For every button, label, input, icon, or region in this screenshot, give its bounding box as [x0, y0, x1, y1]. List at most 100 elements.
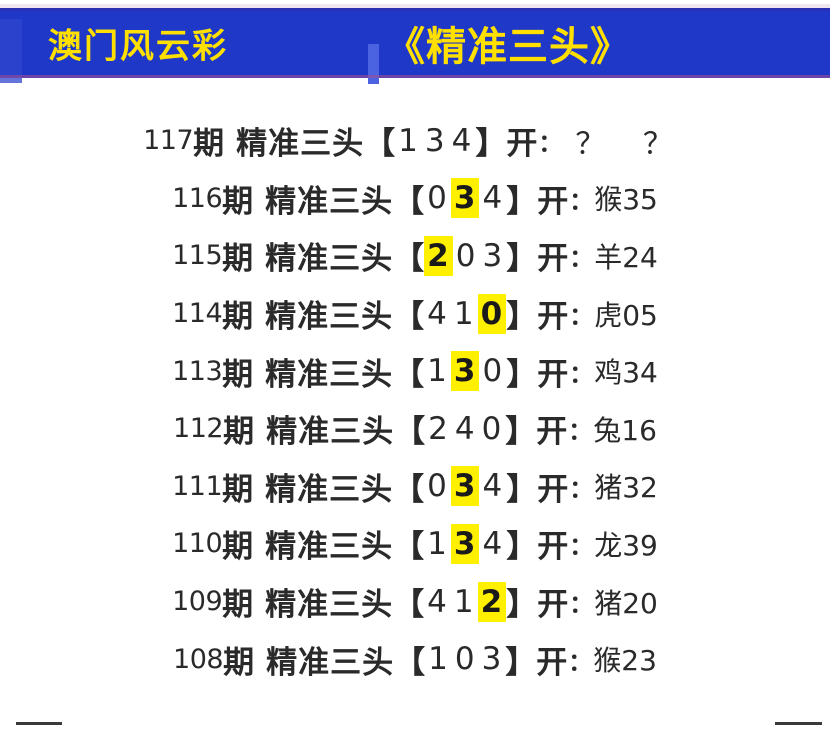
draw-colon: ：	[569, 359, 594, 388]
prediction-digit: 4	[454, 410, 476, 447]
bracket-open: 【	[393, 183, 425, 220]
issue-number: 117	[143, 125, 194, 157]
prediction-digit-hit: 2	[424, 235, 453, 276]
issue-unit-label: 期	[222, 241, 254, 278]
bracket-close: 】	[506, 587, 538, 624]
series-name-label: 精准三头	[265, 587, 394, 624]
banner-top-border	[0, 4, 830, 8]
draw-label: 开	[537, 241, 569, 278]
issue-unit-label: 期	[193, 126, 225, 163]
series-name-label: 精准三头	[265, 299, 394, 336]
draw-label: 开	[536, 644, 568, 681]
draw-result: 猴23	[593, 644, 657, 678]
prediction-row: 114 期精准三头【4 1 0】开：虎05	[0, 285, 830, 343]
prediction-digit: 1	[428, 641, 449, 678]
draw-result: 猴35	[594, 183, 658, 217]
prediction-row: 115 期精准三头【2 0 3】开：羊24	[0, 227, 830, 285]
site-brand-label: 澳门风云彩	[48, 26, 228, 67]
issue-unit-label: 期	[222, 356, 254, 393]
prediction-digit: 3	[481, 641, 503, 678]
draw-result: 羊24	[594, 240, 658, 274]
issue-unit-label: 期	[222, 471, 254, 508]
header-banner: 澳门风云彩 《精准三头》	[0, 8, 830, 84]
draw-colon: ：	[569, 474, 594, 503]
bracket-open: 【	[393, 471, 425, 508]
bracket-close: 】	[505, 644, 537, 681]
prediction-row: 113 期精准三头【1 3 0】开：鸡34	[0, 342, 830, 400]
prediction-digit: 1	[453, 583, 475, 620]
bottom-right-artifact	[775, 722, 822, 725]
prediction-digit: 4	[451, 122, 473, 159]
draw-result: 猪20	[594, 586, 658, 620]
prediction-digit: 1	[398, 122, 419, 159]
prediction-digit: 0	[427, 468, 448, 505]
bracket-open: 【	[393, 529, 425, 566]
bracket-open: 【	[393, 587, 425, 624]
issue-unit-label: 期	[222, 529, 254, 566]
issue-number: 108	[173, 643, 224, 675]
issue-number: 113	[172, 355, 223, 387]
prediction-digit: 3	[424, 122, 446, 159]
issue-unit-label: 期	[223, 644, 255, 681]
prediction-digit: 4	[427, 583, 448, 620]
draw-label: 开	[506, 126, 538, 163]
draw-colon: ：	[569, 590, 594, 619]
bracket-open: 【	[393, 356, 425, 393]
issue-unit-label: 期	[222, 299, 254, 336]
bracket-close: 】	[475, 126, 507, 163]
prediction-row: 111 期精准三头【0 3 4】开：猪32	[0, 458, 830, 516]
issue-number: 109	[172, 586, 223, 618]
series-name-label: 精准三头	[266, 644, 395, 681]
draw-colon: ：	[569, 186, 594, 215]
bracket-open: 【	[394, 414, 426, 451]
draw-colon: ：	[569, 532, 594, 561]
draw-colon: ：	[569, 244, 594, 273]
bracket-close: 】	[506, 183, 538, 220]
page-title: 《精准三头》	[385, 24, 631, 70]
draw-colon: ：	[568, 647, 593, 676]
issue-number: 111	[172, 470, 223, 502]
draw-colon: ：	[568, 417, 593, 446]
bracket-close: 】	[505, 414, 537, 451]
series-name-label: 精准三头	[266, 414, 395, 451]
series-name-label: 精准三头	[265, 183, 394, 220]
draw-result: 龙39	[594, 528, 658, 562]
prediction-digit: 0	[482, 353, 504, 390]
prediction-digit: 0	[455, 237, 477, 274]
issue-unit-label: 期	[222, 183, 254, 220]
prediction-digit-hit: 3	[450, 466, 480, 507]
issue-unit-label: 期	[223, 414, 255, 451]
draw-result-pending: ？ ？	[575, 126, 687, 162]
series-name-label: 精准三头	[265, 241, 394, 278]
bottom-left-artifact	[16, 722, 62, 725]
prediction-digit: 0	[481, 410, 503, 447]
series-name-label: 精准三头	[265, 471, 394, 508]
prediction-row: 109 期精准三头【4 1 2】开：猪20	[0, 573, 830, 631]
prediction-digit: 2	[428, 410, 449, 447]
issue-number: 115	[172, 240, 223, 272]
draw-label: 开	[537, 529, 569, 566]
bracket-open: 【	[393, 241, 425, 278]
issue-number: 110	[172, 528, 223, 560]
prediction-digit: 4	[482, 468, 504, 505]
issue-number: 114	[172, 298, 223, 330]
series-name-label: 精准三头	[265, 529, 394, 566]
draw-label: 开	[537, 356, 569, 393]
draw-label: 开	[537, 183, 569, 220]
draw-result: 猪32	[594, 471, 658, 505]
prediction-digit: 4	[427, 295, 448, 332]
banner-left-gradient	[0, 19, 22, 83]
bracket-open: 【	[364, 126, 396, 163]
draw-result: 鸡34	[594, 356, 658, 390]
draw-result: 兔16	[593, 413, 657, 447]
draw-colon: ：	[569, 302, 594, 331]
